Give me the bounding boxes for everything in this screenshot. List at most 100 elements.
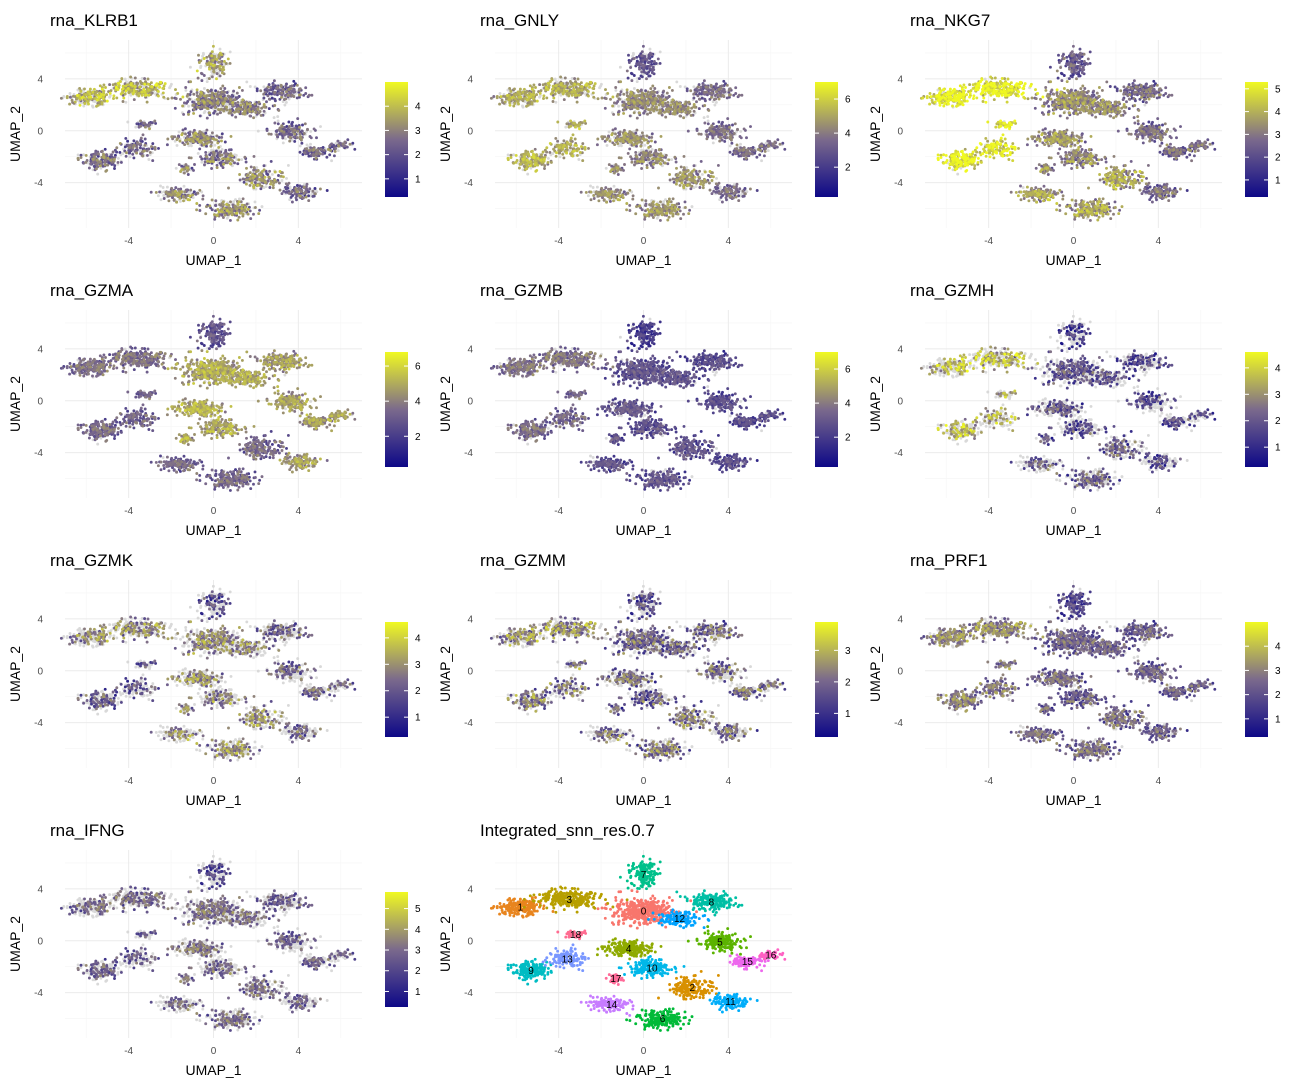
cell-point [622,190,626,194]
cell-point [546,156,550,160]
cell-point [640,75,644,79]
cell-point [134,89,138,93]
cell-point [214,68,218,72]
cell-point [601,196,604,200]
cell-point [622,128,626,132]
cell-point [721,124,725,128]
cell-point [737,199,741,203]
cell-point [697,83,701,87]
cell-point [280,171,284,175]
cell-point [256,129,260,133]
cell-point [692,85,696,89]
cell-point [298,144,302,148]
cell-point [187,109,191,113]
cell-point [244,182,248,186]
cell-point [618,133,622,136]
cell-point [208,160,212,164]
cell-point [156,194,160,198]
cell-point [216,90,220,94]
cell-point [262,164,266,168]
cell-point [241,98,245,102]
cell-point [213,203,217,207]
cell-point [266,179,270,183]
cell-point [325,155,329,159]
cell-point [718,91,722,95]
cell-point [223,213,227,217]
cell-point [111,83,115,87]
cell-point [268,186,272,189]
cell-point [644,71,648,75]
cell-point [131,152,135,156]
cell-point [727,88,731,92]
cell-point [248,110,252,114]
cell-point [193,163,196,166]
cell-point [195,97,199,101]
cell-point [221,166,225,170]
cell-point [643,61,647,65]
cell-point [612,101,616,105]
cell-point [648,47,652,51]
cell-point [738,187,742,191]
cell-point [591,186,595,189]
cell-point [662,200,666,204]
cell-point [637,77,641,81]
cell-point [209,62,213,66]
cell-point [213,97,217,101]
cell-point [651,92,655,96]
cell-point [616,173,620,176]
cell-point [328,153,332,157]
cell-point [641,58,645,62]
cell-point [269,85,273,89]
cell-point [279,83,283,87]
cell-point [140,90,144,94]
cell-point [284,137,287,141]
cell-point [173,135,177,139]
cell-point [119,160,123,164]
cell-point [604,186,608,190]
cell-point [345,145,349,149]
cell-point [82,104,86,108]
cell-point [648,67,652,71]
cell-point [214,149,218,153]
cell-point [68,102,72,106]
cell-point [95,158,99,162]
cell-point [174,97,178,101]
cell-point [215,166,219,170]
cell-point [183,127,187,131]
cell-point [142,149,146,153]
cell-point [225,159,229,163]
cell-point [138,79,142,83]
cell-point [773,140,777,144]
cell-point [762,154,766,158]
cell-point [134,125,138,129]
cell-point [253,107,257,111]
cell-point [124,89,128,93]
cell-point [100,101,104,105]
cell-point [265,100,268,104]
cell-point [274,129,278,133]
cell-point [197,102,201,106]
cell-point [288,91,292,95]
cell-point [630,190,634,194]
cell-point [199,91,203,94]
cell-point [556,139,560,143]
cell-point [139,142,142,146]
cell-point [236,218,240,222]
cell-point [654,62,658,65]
cell-point [685,87,689,91]
cell-point [153,146,157,149]
cell-point [307,190,311,194]
cell-point [329,149,333,152]
cell-point [224,62,228,65]
cell-point [194,102,198,106]
cell-point [758,144,762,148]
cell-point [159,198,163,202]
cell-point [202,87,206,90]
cell-point [205,144,208,148]
cell-point [192,190,196,194]
cell-point [624,105,627,109]
cell-point [177,187,181,191]
cell-point [628,203,632,207]
cell-point [100,149,104,153]
cell-point [278,97,282,101]
